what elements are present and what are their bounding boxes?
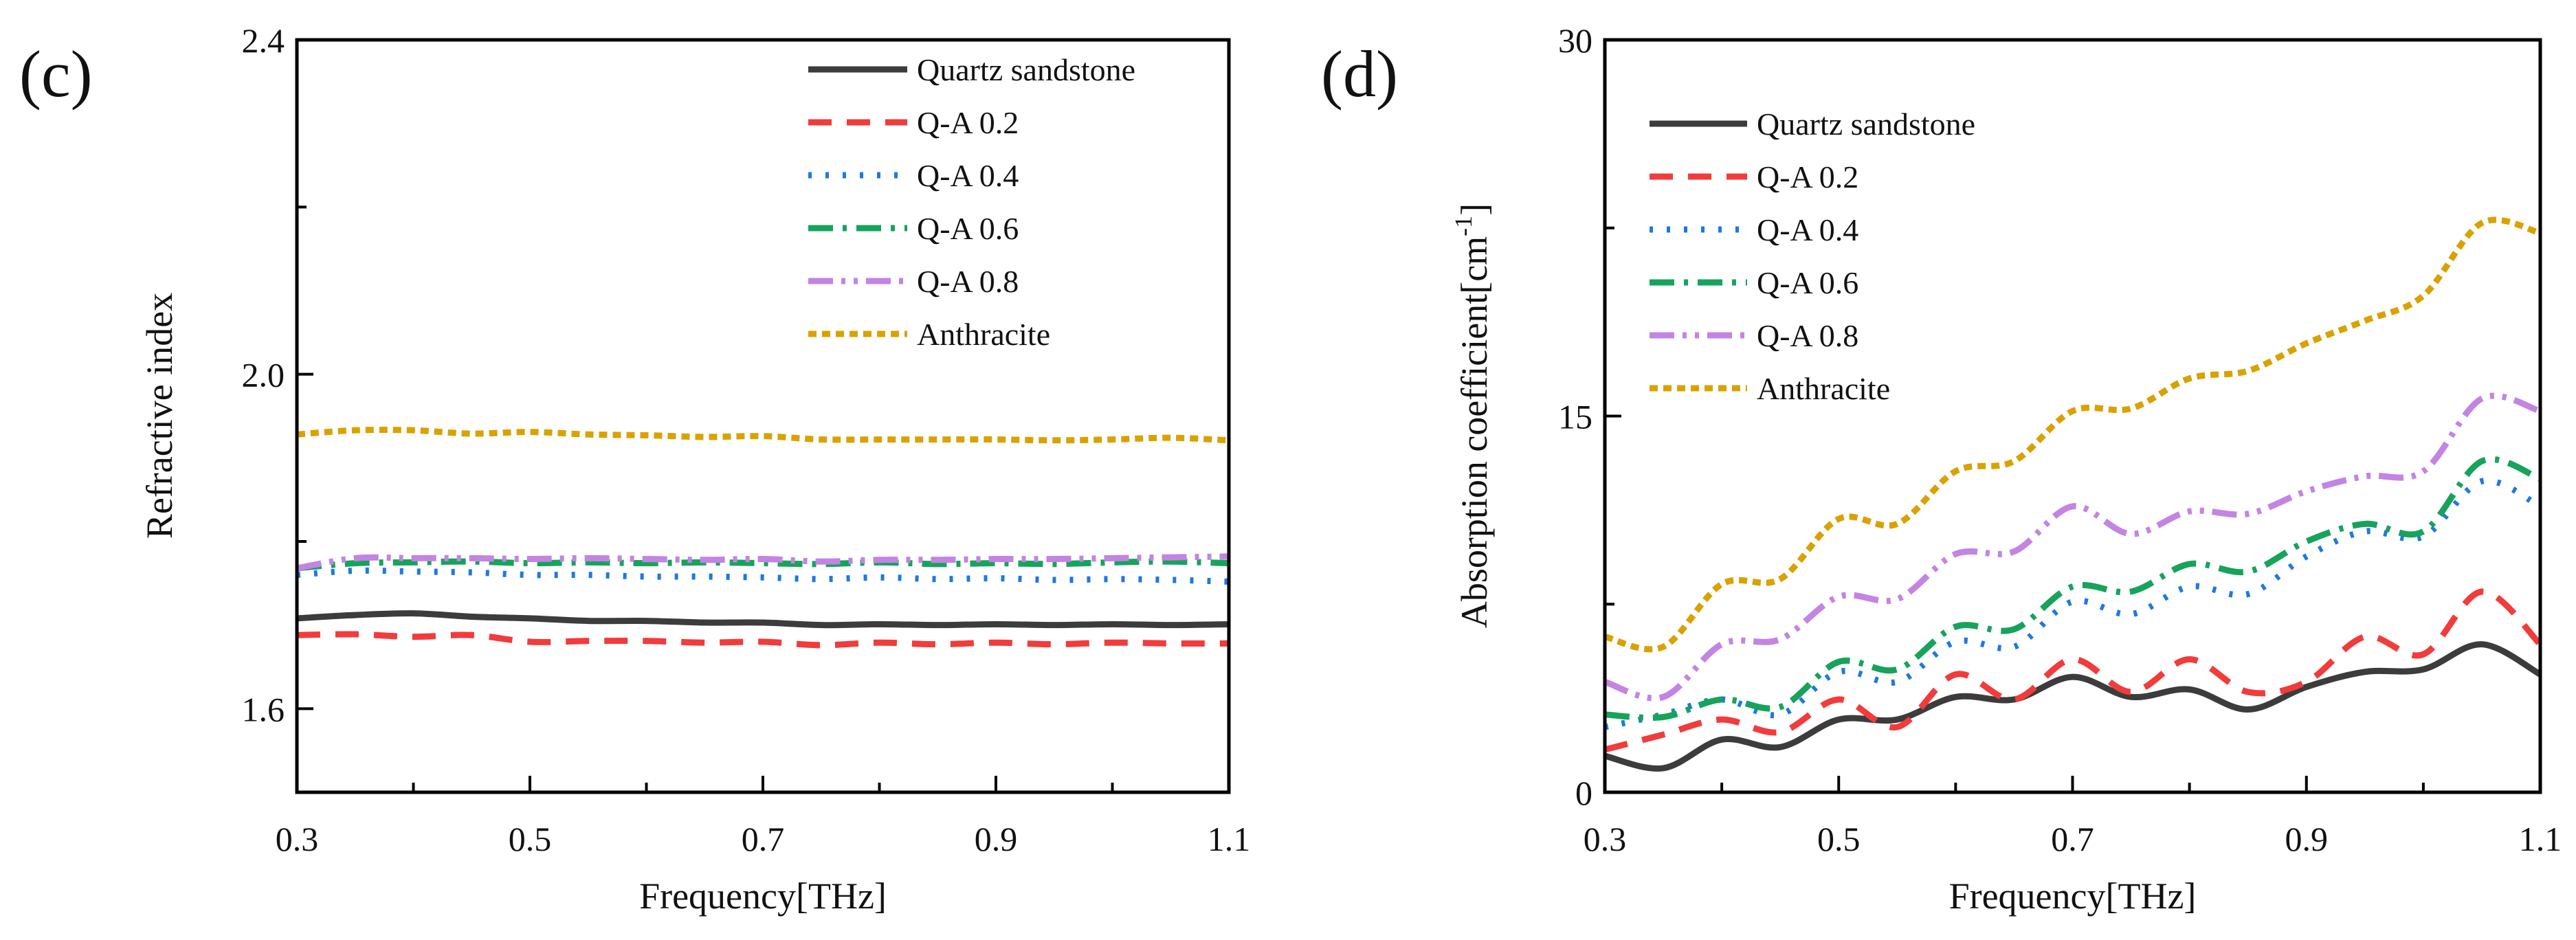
x-axis-label: Frequency[THz] xyxy=(639,875,887,917)
x-tick-label: 0.7 xyxy=(742,820,785,858)
y-axis-label-text: Absorption coefficient[cm xyxy=(1454,236,1495,628)
series-line-q-a-0-2 xyxy=(296,631,1230,649)
legend: Quartz sandstone Q-A 0.2 Q-A 0.4 Q-A 0.6 Q-A… xyxy=(808,52,1135,352)
x-tick-label: 0.9 xyxy=(2285,820,2329,858)
y-tick-label: 0 xyxy=(1575,774,1592,812)
legend-label: Anthracite xyxy=(1757,371,1890,406)
series-line-quartz-sandstone xyxy=(296,610,1230,629)
x-tick-label: 0.3 xyxy=(1584,820,1627,858)
series-line-quartz-sandstone xyxy=(1603,641,2542,772)
y-axis-label-superscript: -1 xyxy=(1450,216,1477,236)
x-tick-label: 0.7 xyxy=(2051,820,2094,858)
x-tick-label: 0.5 xyxy=(509,820,552,858)
y-axis-label-end: ] xyxy=(1454,203,1495,216)
series-line-q-a-0-4 xyxy=(1604,477,2542,730)
y-tick-label: 30 xyxy=(1558,21,1592,60)
x-axis-label: Frequency[THz] xyxy=(1949,875,2197,917)
legend-label: Q-A 0.2 xyxy=(1757,159,1858,194)
legend: Quartz sandstone Q-A 0.2 Q-A 0.4 Q-A 0.6 Q-A… xyxy=(1650,107,1975,406)
y-axis-label-text: Refractive index xyxy=(139,293,180,539)
y-tick-label: 2.0 xyxy=(242,356,285,394)
x-tick-label: 0.9 xyxy=(975,820,1018,858)
y-tick-label: 1.6 xyxy=(242,690,285,728)
legend-label: Q-A 0.2 xyxy=(917,105,1019,140)
plot-frame xyxy=(295,38,1231,794)
x-tick-label: 1.1 xyxy=(2519,820,2562,858)
series-line-anthracite xyxy=(296,426,1230,444)
chart-panel-d: (d) 0.3 0.5 0.7 0.9 1.1 0 15 30 Frequency[THz] Abs… xyxy=(1321,21,2562,917)
chart-panel-c: (c) 0.3 0.5 0.7 0.9 1.1 1.6 2.0 2.4 Frequency[THz… xyxy=(19,21,1250,917)
legend-label: Q-A 0.6 xyxy=(1757,265,1858,300)
legend-label: Anthracite xyxy=(917,317,1050,352)
series-line-q-a-0-2 xyxy=(1603,588,2543,753)
legend-label: Q-A 0.4 xyxy=(917,158,1019,193)
legend-label: Q-A 0.6 xyxy=(917,211,1019,246)
panel-label: (c) xyxy=(19,37,93,111)
series-line-q-a-0-4 xyxy=(296,567,1230,585)
legend-label: Q-A 0.8 xyxy=(1757,318,1858,353)
legend-label: Quartz sandstone xyxy=(1757,107,1975,142)
panel-label: (d) xyxy=(1321,37,1398,111)
legend-label: Q-A 0.8 xyxy=(917,264,1019,299)
y-axis-label: Refractive index xyxy=(139,293,180,539)
legend-label: Quartz sandstone xyxy=(917,52,1135,87)
y-tick-label: 15 xyxy=(1558,398,1592,436)
x-tick-label: 0.5 xyxy=(1817,820,1861,858)
series-line-q-a-0-6 xyxy=(296,558,1230,572)
series-line-q-a-0-8 xyxy=(296,553,1230,572)
y-axis-label: Absorption coefficient[cm-1] xyxy=(1450,203,1495,628)
series-line-q-a-0-8 xyxy=(1603,392,2542,702)
series-line-anthracite xyxy=(1603,216,2542,653)
legend-label: Q-A 0.4 xyxy=(1757,212,1858,247)
series-line-q-a-0-6 xyxy=(1604,456,2542,721)
x-tick-label: 1.1 xyxy=(1208,820,1251,858)
x-tick-label: 0.3 xyxy=(276,820,319,858)
y-tick-label: 2.4 xyxy=(242,21,285,60)
